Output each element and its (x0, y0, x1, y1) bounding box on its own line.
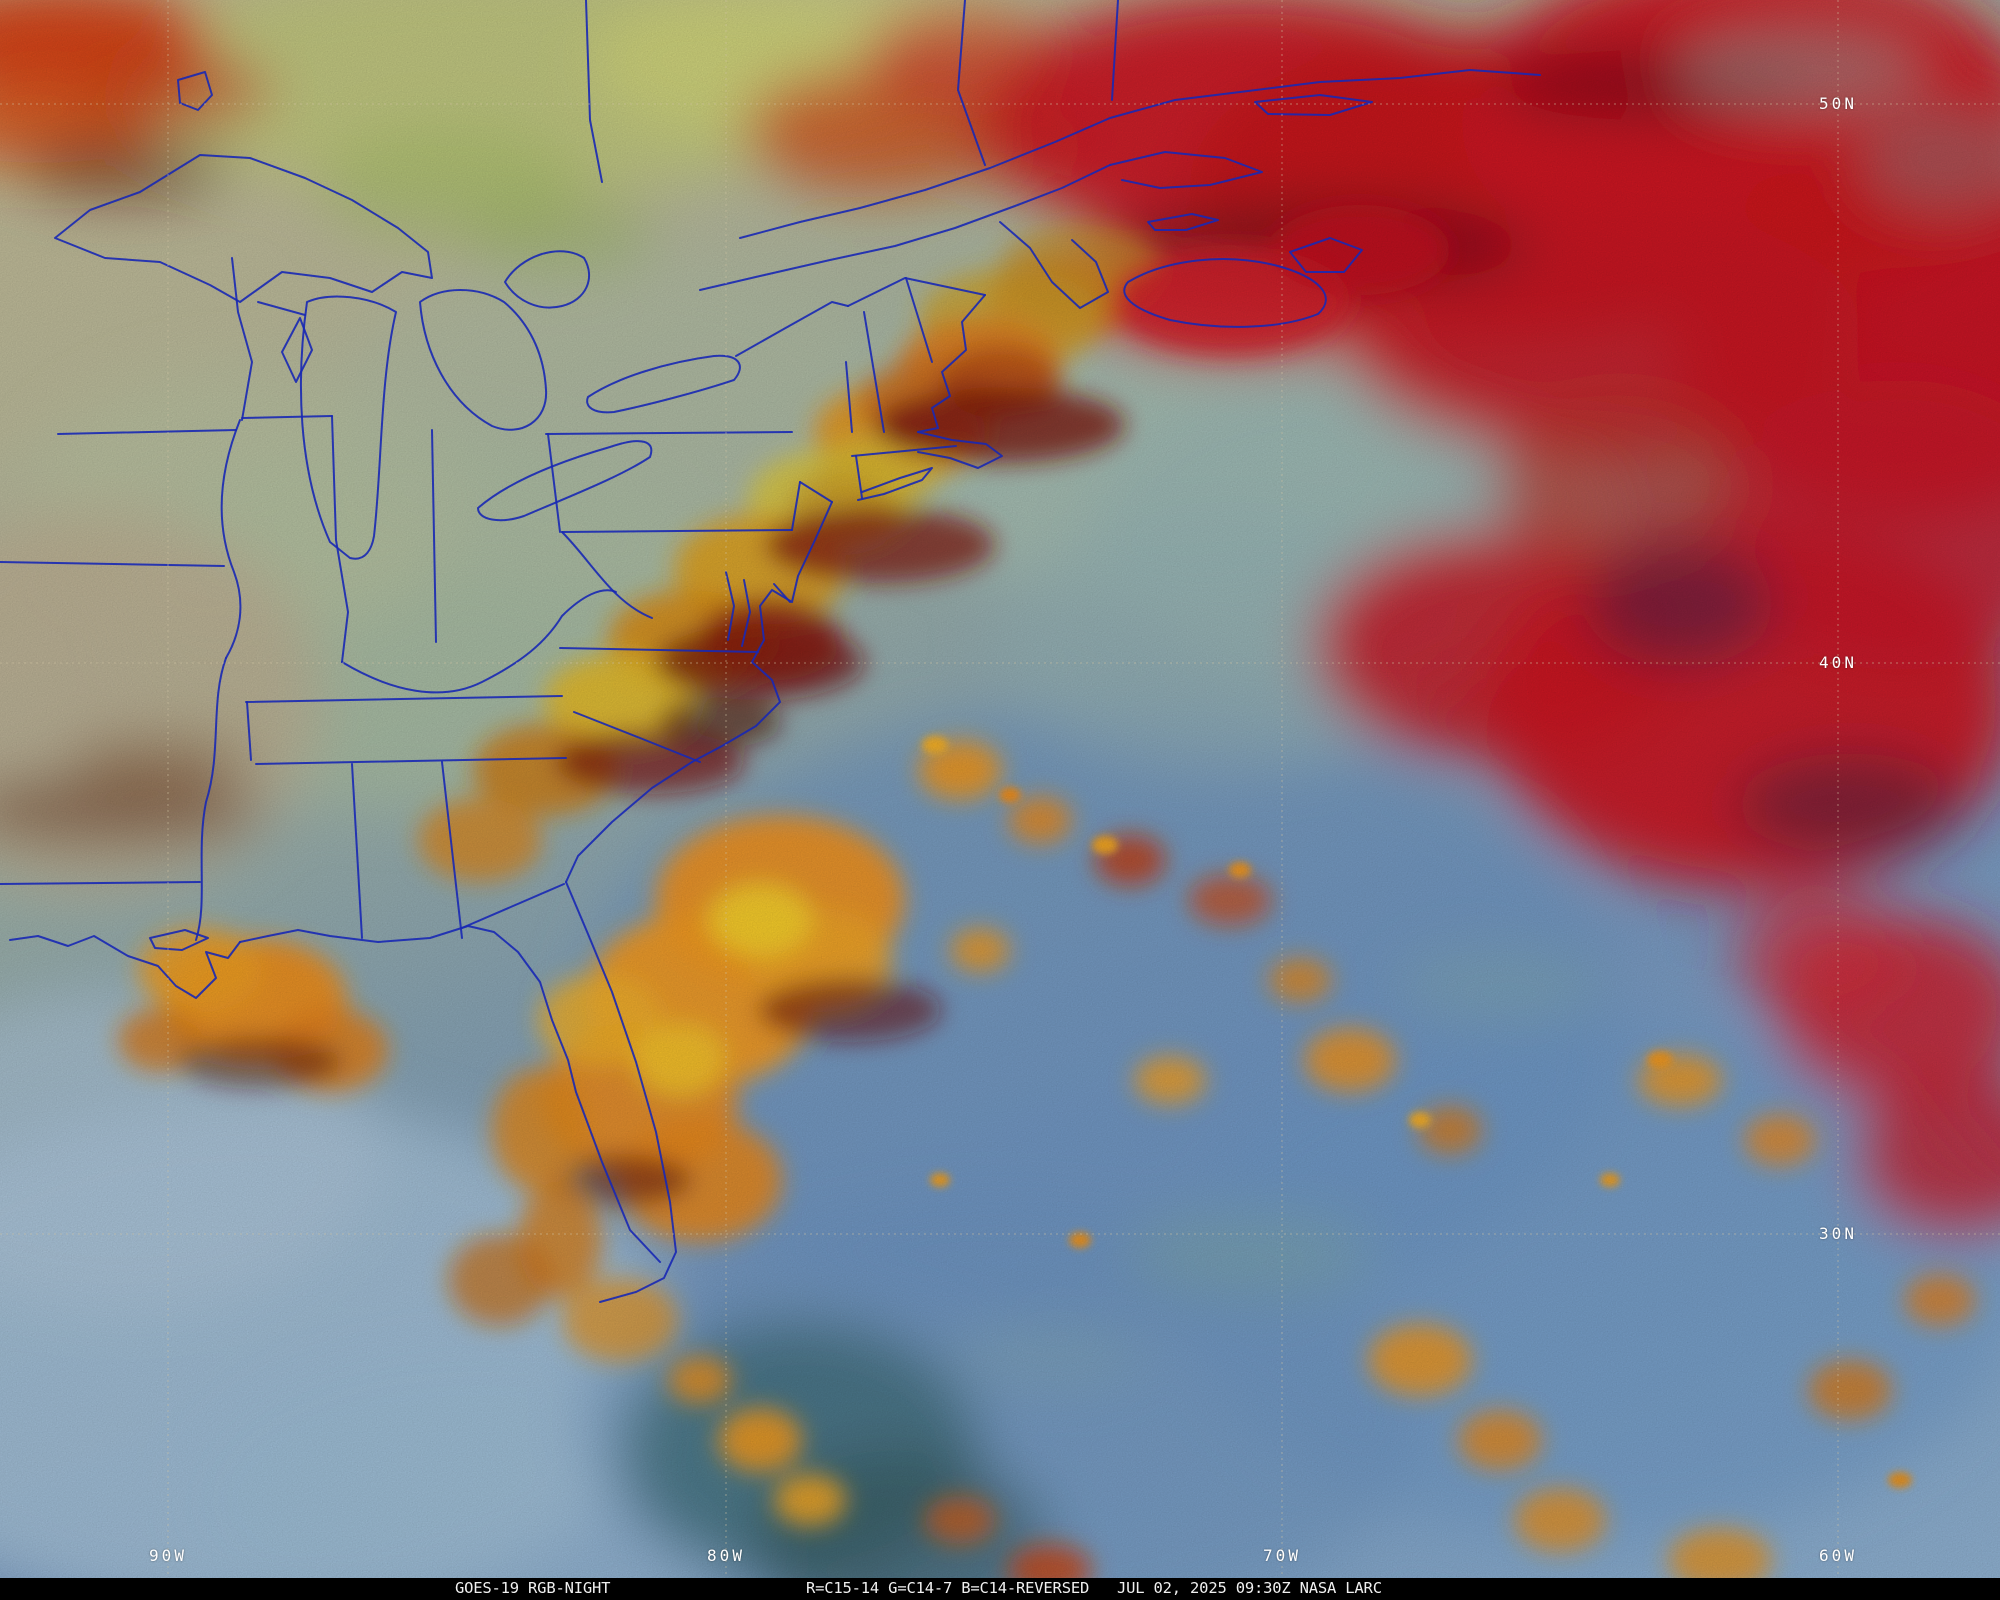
caption-channel-recipe: R=C15-14 G=C14-7 B=C14-REVERSED (806, 1579, 1090, 1597)
grid-label-meridian-3: 60W (1819, 1546, 1857, 1565)
caption-timestamp: JUL 02, 2025 09:30Z NASA LARC (1117, 1579, 1382, 1597)
caption-bar: GOES-19 RGB-NIGHT R=C15-14 G=C14-7 B=C14… (0, 1578, 2000, 1600)
grid-label-parallel-1: 40N (1819, 653, 1857, 672)
grid-label-meridian-2: 70W (1263, 1546, 1301, 1565)
grid-label-meridian-0: 90W (149, 1546, 187, 1565)
grid-label-meridian-1: 80W (707, 1546, 745, 1565)
grid-label-parallel-0: 50N (1819, 94, 1857, 113)
caption-product-name: GOES-19 RGB-NIGHT (455, 1579, 611, 1597)
grid-label-parallel-2: 30N (1819, 1224, 1857, 1243)
